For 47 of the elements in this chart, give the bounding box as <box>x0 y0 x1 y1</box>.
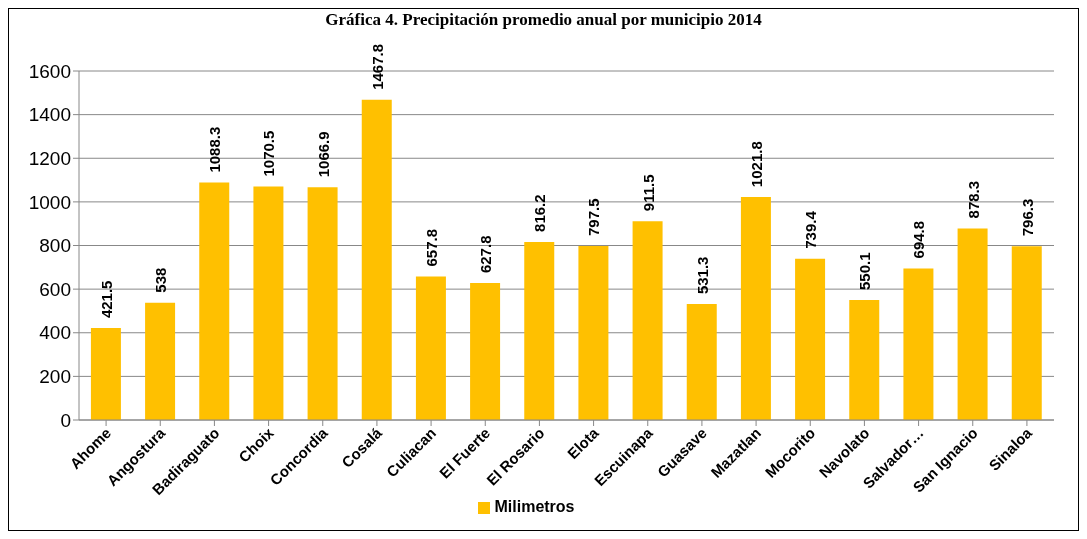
y-tick-label: 400 <box>39 322 71 344</box>
bar <box>1011 246 1042 420</box>
bar <box>957 228 988 420</box>
bar <box>415 276 446 420</box>
bar <box>740 197 771 420</box>
bar <box>524 241 555 420</box>
data-label: 796.3 <box>1018 198 1036 237</box>
data-label: 1021.8 <box>747 141 765 188</box>
bar <box>361 99 392 420</box>
y-tick-label: 800 <box>39 235 71 257</box>
y-tick-label: 600 <box>39 278 71 300</box>
bar <box>795 258 826 420</box>
y-tick-label: 1000 <box>28 191 71 213</box>
data-label: 550.1 <box>856 252 874 291</box>
data-label: 1066.9 <box>314 131 332 178</box>
bar <box>686 304 717 420</box>
data-label: 1467.8 <box>368 43 386 90</box>
bar <box>849 300 880 420</box>
data-label: 694.8 <box>910 220 928 259</box>
data-label: 627.8 <box>477 235 495 274</box>
y-tick-label: 1600 <box>28 60 71 82</box>
data-label: 1070.5 <box>260 130 278 177</box>
y-tick-label: 200 <box>39 366 71 388</box>
bar <box>307 187 338 420</box>
data-label: 911.5 <box>639 174 657 212</box>
y-tick-label: 1200 <box>28 147 71 169</box>
legend-label: Milimetros <box>494 498 575 515</box>
data-label: 739.4 <box>802 210 820 249</box>
bar <box>578 246 609 420</box>
bar <box>199 182 230 420</box>
bar <box>470 283 501 420</box>
bar <box>145 302 176 420</box>
bar <box>90 328 121 420</box>
data-label: 797.5 <box>585 198 603 237</box>
bar <box>632 221 663 420</box>
data-label: 1088.3 <box>206 126 224 173</box>
bar <box>253 186 284 420</box>
data-label: 657.8 <box>422 228 440 267</box>
data-label: 878.3 <box>964 180 982 219</box>
data-label: 816.2 <box>531 194 549 232</box>
chart-title: Gráfica 4. Precipitación promedio anual por municipio 2014 <box>324 9 763 31</box>
data-label: 531.3 <box>693 256 711 295</box>
y-tick-label: 1400 <box>28 104 71 126</box>
y-tick-label: 0 <box>60 409 71 431</box>
data-label: 421.5 <box>97 280 115 319</box>
bar <box>903 268 934 420</box>
data-label: 538 <box>152 267 170 293</box>
